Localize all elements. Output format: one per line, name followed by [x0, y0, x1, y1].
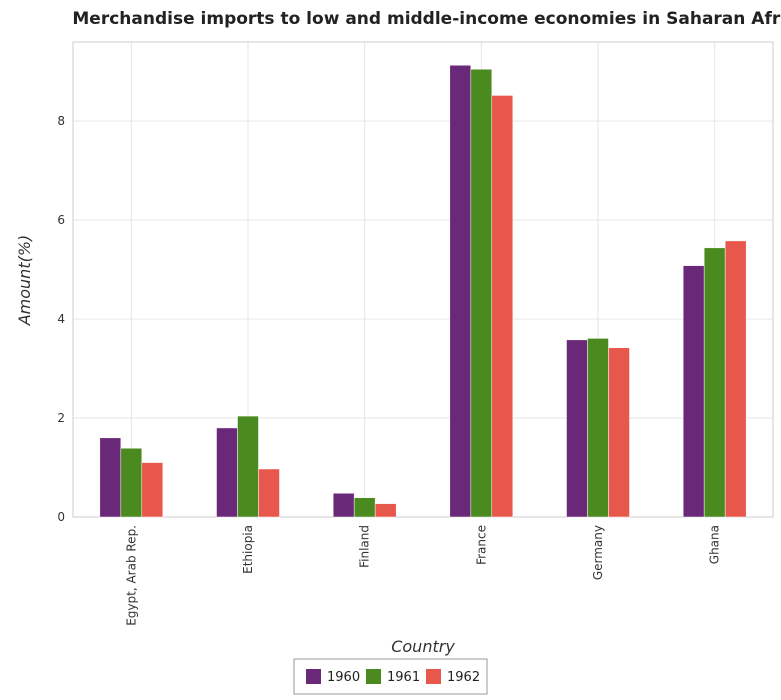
- bar-1962: [141, 462, 164, 518]
- legend-label: 1962: [447, 670, 480, 685]
- x-tick-label: Ghana: [708, 525, 722, 564]
- legend: 1960 1961 1962: [293, 658, 488, 695]
- bar-1961: [237, 415, 259, 518]
- legend-label: 1960: [327, 670, 360, 685]
- bar-1960: [682, 265, 705, 518]
- x-tick-label: Germany: [591, 525, 605, 580]
- bar-1961: [587, 338, 609, 518]
- x-tick-labels: Egypt, Arab Rep. Ethiopia Finland France Ger…: [124, 525, 721, 626]
- bar-1962: [258, 468, 280, 518]
- bars: [99, 65, 747, 518]
- bar-1962: [374, 503, 397, 518]
- bar-1961: [353, 497, 376, 518]
- bar-1960: [99, 437, 122, 518]
- y-tick-label: 0: [57, 510, 65, 524]
- bar-1962: [491, 95, 514, 518]
- bar-1960: [566, 339, 588, 518]
- gridlines: [73, 42, 773, 518]
- x-tick-label: Finland: [358, 525, 372, 568]
- bar-1960: [216, 427, 238, 518]
- x-tick-label: Ethiopia: [241, 525, 255, 574]
- legend-swatch-1960: [306, 669, 321, 684]
- y-tick-label: 4: [57, 312, 65, 326]
- y-tick-labels: 0 2 4 6 8: [57, 114, 65, 524]
- legend-frame: [293, 658, 488, 695]
- bar-1962: [724, 240, 747, 518]
- y-tick-label: 6: [57, 213, 65, 227]
- bar-1961: [470, 68, 493, 518]
- bar-1960: [332, 493, 355, 518]
- legend-label: 1961: [387, 670, 420, 685]
- x-tick-label: France: [474, 525, 488, 565]
- plot-area-frame: [72, 41, 774, 518]
- bar-1961: [120, 447, 143, 518]
- y-tick-label: 2: [57, 411, 65, 425]
- y-axis-label: Amount(%): [15, 235, 34, 327]
- legend-swatch-1961: [366, 669, 381, 684]
- bar-1961: [703, 247, 726, 518]
- y-tick-label: 8: [57, 114, 65, 128]
- bar-1960: [449, 65, 472, 518]
- legend-swatch-1962: [426, 669, 441, 684]
- bar-1962: [608, 347, 630, 518]
- chart-title: Merchandise imports to low and middle-in…: [72, 9, 781, 29]
- x-axis-label: Country: [391, 637, 455, 656]
- x-tick-label: Egypt, Arab Rep.: [124, 525, 138, 626]
